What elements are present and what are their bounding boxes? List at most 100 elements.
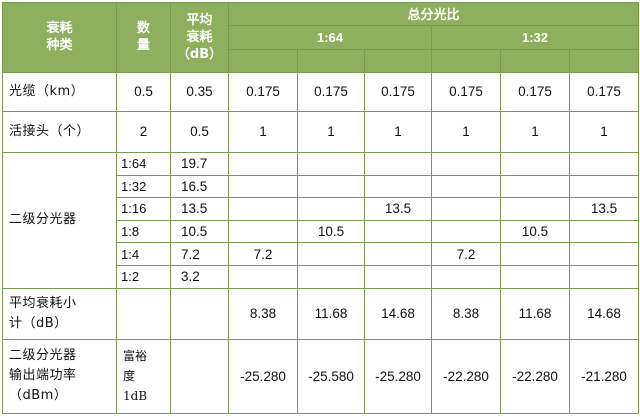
cable-value: 0.175 xyxy=(568,71,640,112)
splitter-value: 13.5 xyxy=(364,197,432,221)
connector-value: 1 xyxy=(228,110,298,153)
splitter-value xyxy=(364,219,432,244)
splitter-value xyxy=(500,151,570,176)
output-power-value: -22.280 xyxy=(500,338,570,415)
table-row-splitter: 1:16 13.5 13.5 13.5 xyxy=(3,197,640,221)
splitter-value xyxy=(431,219,501,244)
splitter-value xyxy=(228,151,298,176)
splitter-average-loss: 3.2 xyxy=(170,264,229,289)
splitter-value xyxy=(568,174,640,199)
splitter-value xyxy=(431,151,501,176)
connector-value: 1 xyxy=(431,110,501,153)
cable-value: 0.175 xyxy=(364,71,432,112)
splitter-average-loss: 19.7 xyxy=(170,151,229,176)
splitter-ratio: 1:64 xyxy=(116,151,171,176)
splitter-value xyxy=(297,151,365,176)
subtotal-value: 8.38 xyxy=(228,287,298,340)
row-label-output-power: 二级分光器 输出端功率 （dBm） xyxy=(2,338,117,415)
splitter-value xyxy=(500,174,570,199)
header-average-loss-line2: 衰耗 xyxy=(186,29,213,45)
output-power-value: -25.580 xyxy=(297,338,365,415)
splitter-value xyxy=(568,151,640,176)
cable-quantity: 0.5 xyxy=(116,71,171,112)
header-blank-cell xyxy=(431,49,501,73)
header-blank-cell xyxy=(228,49,298,73)
table-row-cable: 光缆（km） 0.5 0.35 0.175 0.175 0.175 0.175 … xyxy=(2,71,640,112)
splitter-average-loss: 10.5 xyxy=(170,219,229,244)
row-label-subtotal: 平均衰耗小 计（dB） xyxy=(2,287,117,340)
output-power-value: -25.280 xyxy=(228,338,298,415)
splitter-value xyxy=(228,174,298,199)
subtotal-value: 14.68 xyxy=(568,287,640,340)
connector-value: 1 xyxy=(568,110,640,153)
table-row-connector: 活接头（个） 2 0.5 1 1 1 1 1 1 xyxy=(2,110,640,153)
splitter-value xyxy=(364,264,432,289)
splitter-average-loss: 13.5 xyxy=(170,197,229,221)
splitter-value xyxy=(500,197,570,221)
output-power-value: -21.280 xyxy=(568,338,640,415)
splitter-average-loss: 7.2 xyxy=(170,242,229,266)
splitter-value xyxy=(297,197,365,221)
splitter-value xyxy=(500,242,570,266)
row-label-output-line1: 二级分光器 xyxy=(9,348,77,364)
subtotal-value: 11.68 xyxy=(500,287,570,340)
output-margin-note: 富裕 度 1dB xyxy=(116,338,171,415)
splitter-value xyxy=(228,219,298,244)
splitter-value xyxy=(500,264,570,289)
header-total-split-ratio: 总分光比 xyxy=(227,2,640,26)
cable-average-loss: 0.35 xyxy=(170,71,229,112)
splitter-value xyxy=(431,197,501,221)
subtotal-quantity-empty xyxy=(116,287,171,340)
row-label-splitter: 二级分光器 xyxy=(2,151,117,289)
row-label-output-line2: 输出端功率 xyxy=(9,368,77,384)
splitter-value xyxy=(297,174,365,199)
splitter-value xyxy=(568,264,640,289)
header-blank-cell xyxy=(297,49,365,73)
cable-value: 0.175 xyxy=(228,71,298,112)
header-group-1-32: 1:32 xyxy=(430,24,640,51)
splitter-value: 7.2 xyxy=(228,242,298,266)
subtotal-value: 14.68 xyxy=(364,287,432,340)
splitter-ratio: 1:8 xyxy=(116,219,171,244)
cable-value: 0.175 xyxy=(431,71,501,112)
header-blank-cell xyxy=(364,49,432,73)
header-loss-type-line1: 衰耗 xyxy=(46,21,73,37)
header-group-1-64: 1:64 xyxy=(228,24,432,51)
subtotal-value: 8.38 xyxy=(431,287,501,340)
connector-average-loss: 0.5 xyxy=(170,110,229,153)
header-average-loss-line3: （dB） xyxy=(176,46,223,62)
subtotal-value: 11.68 xyxy=(297,287,365,340)
table-row-splitter: 1:8 10.5 10.5 10.5 xyxy=(3,219,640,244)
table-row-splitter: 1:4 7.2 7.2 7.2 xyxy=(3,242,640,266)
connector-quantity: 2 xyxy=(116,110,171,153)
connector-value: 1 xyxy=(297,110,365,153)
splitter-value xyxy=(364,242,432,266)
splitter-average-loss: 16.5 xyxy=(170,174,229,199)
cable-value: 0.175 xyxy=(297,71,365,112)
row-label-cable: 光缆（km） xyxy=(2,71,117,112)
splitter-value xyxy=(364,174,432,199)
table-row-subtotal: 平均衰耗小 计（dB） 8.38 11.68 14.68 8.38 11.68 … xyxy=(2,287,640,340)
header-blank-cell xyxy=(568,49,640,73)
splitter-ratio: 1:16 xyxy=(116,197,171,221)
splitter-value xyxy=(297,264,365,289)
table-row-splitter: 1:32 16.5 xyxy=(3,174,640,199)
splitter-value: 10.5 xyxy=(297,219,365,244)
splitter-value xyxy=(228,197,298,221)
splitter-value xyxy=(431,174,501,199)
splitter-ratio: 1:2 xyxy=(116,264,171,289)
header-average-loss-line1: 平均 xyxy=(186,12,213,28)
output-margin-line2: 度 xyxy=(123,369,136,384)
header-quantity-line2: 量 xyxy=(136,38,150,54)
splitter-value xyxy=(431,264,501,289)
row-label-output-line3: （dBm） xyxy=(9,388,68,404)
splitter-value xyxy=(364,151,432,176)
splitter-ratio: 1:4 xyxy=(116,242,171,266)
splitter-value xyxy=(297,242,365,266)
header-loss-type-line2: 种类 xyxy=(46,38,73,54)
header-loss-type: 衰耗 种类 xyxy=(2,2,117,73)
subtotal-average-empty xyxy=(170,287,229,340)
splitter-value xyxy=(228,264,298,289)
splitter-value: 13.5 xyxy=(568,197,640,221)
